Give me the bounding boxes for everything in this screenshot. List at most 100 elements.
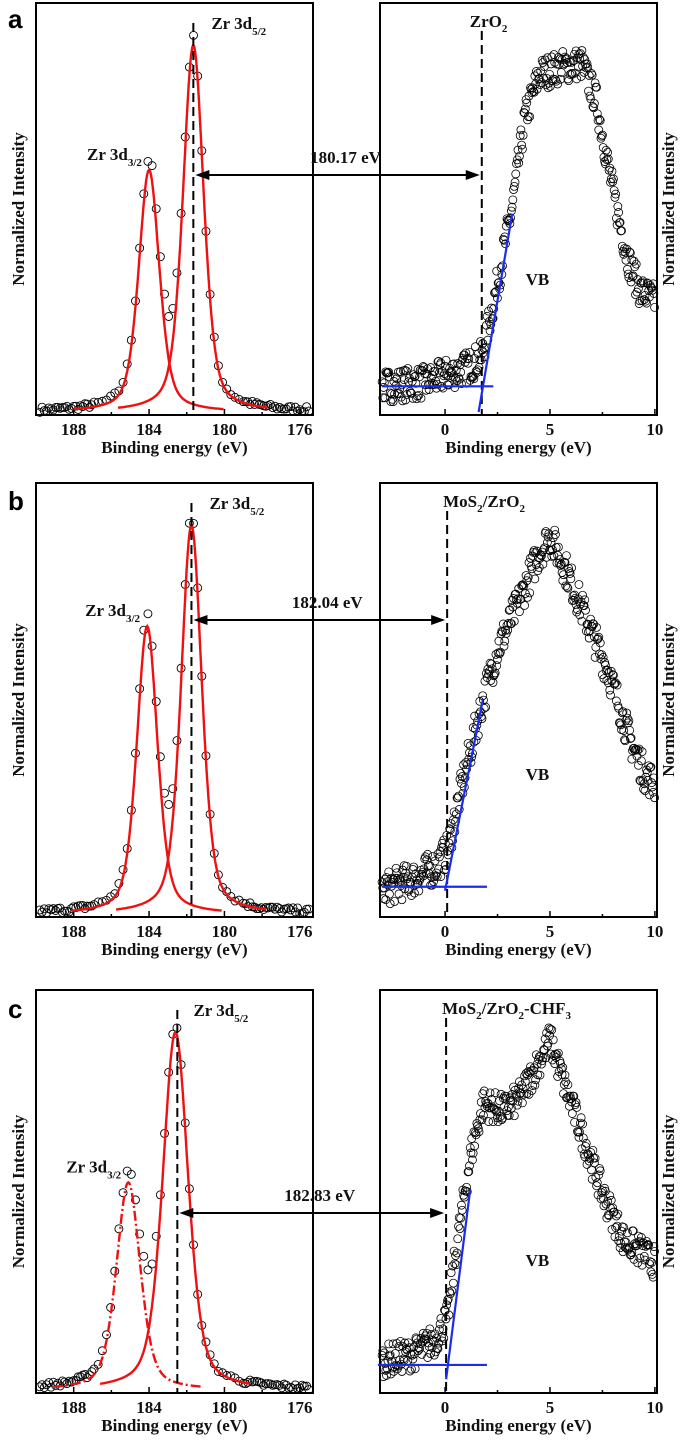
data-point bbox=[57, 402, 67, 412]
data-point bbox=[268, 902, 278, 912]
data-point bbox=[586, 1147, 596, 1157]
data-point bbox=[587, 70, 597, 80]
data-point bbox=[630, 746, 640, 755]
data-point bbox=[535, 1070, 545, 1080]
data-point bbox=[527, 1086, 537, 1095]
data-point bbox=[560, 1070, 570, 1080]
data-point bbox=[564, 563, 574, 573]
x-tick-label: 180 bbox=[212, 922, 238, 941]
data-point bbox=[277, 907, 287, 917]
data-point bbox=[42, 908, 52, 918]
data-point bbox=[526, 84, 536, 94]
data-point bbox=[454, 1221, 463, 1231]
data-point bbox=[553, 542, 563, 552]
data-point bbox=[392, 374, 402, 384]
data-point bbox=[642, 298, 651, 308]
data-point bbox=[639, 784, 648, 794]
data-point bbox=[589, 619, 599, 629]
arrowhead-right bbox=[430, 1208, 445, 1218]
data-point bbox=[600, 660, 610, 670]
data-point bbox=[592, 82, 601, 92]
data-point bbox=[53, 402, 63, 412]
x-tick-label: 176 bbox=[287, 1398, 313, 1417]
data-point bbox=[625, 247, 635, 257]
data-point bbox=[147, 161, 157, 171]
data-point bbox=[436, 872, 446, 881]
data-point bbox=[549, 50, 559, 59]
data-point bbox=[299, 1381, 309, 1391]
data-point bbox=[486, 320, 496, 329]
data-point bbox=[592, 635, 602, 644]
data-point bbox=[155, 752, 165, 762]
data-point bbox=[506, 1103, 516, 1113]
data-point bbox=[569, 1091, 579, 1101]
data-point bbox=[378, 1346, 388, 1356]
data-point bbox=[529, 87, 539, 97]
data-point bbox=[574, 1132, 584, 1142]
data-point bbox=[597, 131, 607, 141]
data-point bbox=[401, 395, 411, 405]
data-point bbox=[380, 1359, 390, 1368]
data-point bbox=[453, 1234, 463, 1244]
data-point bbox=[523, 592, 532, 602]
data-point bbox=[598, 1186, 607, 1196]
data-point bbox=[598, 143, 608, 152]
region-label: VB bbox=[526, 1251, 550, 1270]
data-point bbox=[553, 1072, 563, 1081]
data-point bbox=[578, 590, 588, 600]
data-point bbox=[639, 278, 648, 288]
data-point bbox=[476, 1109, 485, 1118]
data-point bbox=[281, 1380, 291, 1390]
data-point bbox=[514, 1083, 524, 1093]
data-point bbox=[497, 1115, 507, 1125]
data-point bbox=[509, 616, 519, 626]
data-point bbox=[537, 1059, 546, 1069]
data-point bbox=[425, 861, 435, 870]
panel-letter: a bbox=[8, 4, 23, 34]
data-point bbox=[378, 393, 388, 403]
data-point bbox=[623, 269, 633, 279]
peak-label: Zr 3d5/2 bbox=[193, 1001, 248, 1025]
data-point bbox=[450, 827, 460, 837]
panel-letter: b bbox=[8, 486, 24, 516]
data-point bbox=[610, 192, 620, 202]
data-point bbox=[460, 773, 470, 783]
data-point bbox=[440, 1305, 449, 1315]
data-point bbox=[441, 355, 451, 365]
data-point bbox=[631, 290, 640, 300]
data-point bbox=[606, 690, 615, 700]
data-point bbox=[565, 569, 575, 578]
y-axis-label: Normalized Intensity bbox=[9, 132, 28, 286]
data-point bbox=[438, 383, 448, 393]
data-point bbox=[552, 1050, 562, 1059]
data-point bbox=[446, 366, 456, 376]
data-point bbox=[649, 1242, 659, 1251]
data-point bbox=[436, 358, 446, 368]
data-point bbox=[230, 896, 240, 906]
data-point bbox=[66, 903, 76, 913]
data-point bbox=[463, 358, 473, 368]
data-point bbox=[414, 390, 424, 400]
data-point bbox=[114, 1224, 124, 1234]
data-point bbox=[592, 1181, 601, 1191]
data-point bbox=[417, 869, 427, 879]
data-point bbox=[557, 1070, 567, 1080]
data-point bbox=[539, 545, 549, 555]
valence-band-plot-frame bbox=[379, 989, 658, 1394]
data-point bbox=[385, 1351, 394, 1361]
data-point bbox=[464, 1167, 474, 1176]
data-point bbox=[410, 372, 419, 382]
x-tick-label: 10 bbox=[646, 1398, 663, 1417]
data-point bbox=[612, 1221, 622, 1231]
data-point bbox=[644, 286, 654, 295]
data-point bbox=[636, 278, 646, 288]
data-point bbox=[644, 761, 654, 771]
data-point bbox=[621, 715, 631, 725]
data-point bbox=[499, 641, 509, 651]
data-point bbox=[590, 1153, 600, 1163]
data-point bbox=[504, 215, 514, 225]
leading-edge-fit-line bbox=[445, 1189, 472, 1380]
data-point bbox=[490, 1104, 499, 1114]
data-point bbox=[245, 1375, 255, 1385]
